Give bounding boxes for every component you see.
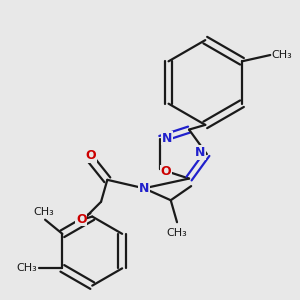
Text: CH₃: CH₃ xyxy=(167,228,188,238)
Text: O: O xyxy=(86,149,96,162)
Text: N: N xyxy=(162,132,172,145)
Text: N: N xyxy=(195,146,205,159)
Text: CH₃: CH₃ xyxy=(16,263,37,273)
Text: O: O xyxy=(76,213,87,226)
Text: CH₃: CH₃ xyxy=(33,207,54,217)
Text: O: O xyxy=(160,165,171,178)
Text: N: N xyxy=(139,182,149,195)
Text: CH₃: CH₃ xyxy=(272,50,292,60)
